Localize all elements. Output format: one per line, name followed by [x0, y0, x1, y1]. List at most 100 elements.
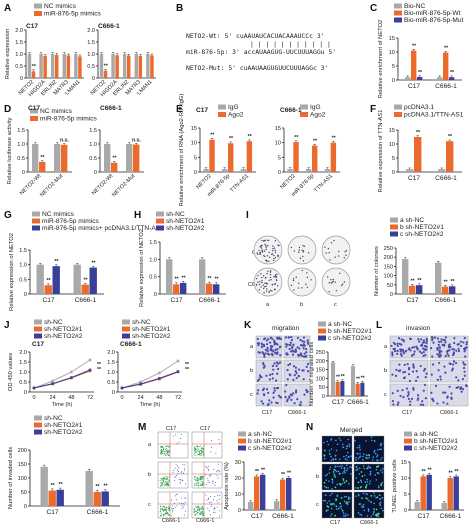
bar: [146, 54, 150, 78]
colony-dot: [328, 291, 330, 293]
cell-dot: [430, 391, 433, 394]
y-tick-label: 1.5: [89, 128, 97, 134]
significance-mark: **: [421, 469, 426, 475]
cell-dot: [304, 347, 308, 351]
colony-dot: [265, 246, 267, 248]
significance-mark: **: [412, 44, 417, 50]
legend-swatch: [390, 231, 398, 237]
cell-dot: [348, 483, 350, 485]
cell-dot: [288, 347, 291, 351]
bar: [324, 169, 331, 172]
positive-cell: [366, 467, 369, 470]
positive-cell: [347, 498, 350, 500]
cell-dot: [373, 508, 376, 511]
event-dot: [197, 508, 199, 510]
event-dot: [203, 512, 205, 514]
bar: [240, 169, 247, 172]
colony-dot: [257, 275, 259, 277]
cell-dot: [440, 340, 443, 343]
colony-dot: [261, 249, 263, 251]
cell-dot: [419, 403, 422, 406]
event-dot: [210, 506, 212, 508]
cell-dot: [368, 500, 370, 502]
cell-dot: [294, 348, 297, 351]
legend-entry: sh-NC: [44, 319, 63, 326]
event-dot: [160, 451, 162, 453]
legend-entry: b sh-NETO2#1: [248, 438, 292, 445]
event-dot: [217, 494, 219, 496]
event-dot: [164, 514, 166, 516]
cell-dot: [445, 350, 449, 353]
cell-label: C17: [196, 107, 208, 114]
bar: [134, 54, 138, 78]
event-dot: [166, 445, 168, 447]
panel-letter-e: E: [176, 104, 183, 115]
positive-cell: [332, 471, 335, 473]
cell-dot: [302, 378, 305, 381]
bar: [355, 383, 360, 396]
event-dot: [167, 513, 169, 515]
event-dot: [183, 504, 185, 506]
event-dot: [168, 479, 170, 481]
lane-label: b: [250, 368, 253, 374]
event-dot: [161, 515, 163, 517]
cell-dot: [437, 340, 441, 343]
y-tick-label: 10: [401, 476, 407, 482]
cell-dot: [362, 459, 364, 461]
event-dot: [162, 483, 164, 485]
cell-dot: [366, 515, 369, 517]
cell-dot: [438, 346, 442, 349]
event-dot: [219, 515, 221, 517]
cell-dot: [397, 401, 400, 404]
legend-swatch: [318, 328, 326, 334]
cell-dot: [348, 501, 350, 503]
cell-dot: [297, 354, 300, 357]
cell-dot: [272, 368, 275, 371]
event-dot: [215, 452, 217, 454]
event-dot: [202, 509, 204, 511]
bar: [150, 55, 154, 78]
cell-dot: [366, 498, 369, 500]
cell-dot: [412, 386, 415, 390]
cell-dot: [276, 348, 279, 351]
colony-dot: [333, 239, 335, 242]
colony-dot: [274, 282, 277, 285]
chart-title: C666-1: [120, 341, 142, 348]
legend-entry: Bio-miR-876-5p-Wt: [404, 10, 461, 17]
cell-dot: [260, 376, 263, 379]
legend-entry: sh-NETO2#2: [44, 429, 83, 436]
colony-dot: [265, 245, 267, 247]
significance-mark: **: [181, 275, 186, 281]
cell-dot: [396, 342, 399, 345]
cell-dot: [407, 391, 410, 394]
bar: [402, 259, 409, 294]
event-dot: [213, 499, 215, 501]
cell-dot: [412, 366, 415, 369]
cell-dot: [396, 352, 399, 355]
cell-dot: [341, 465, 343, 467]
event-dot: [166, 448, 168, 450]
event-dot: [164, 451, 166, 453]
colony-dot: [269, 276, 272, 279]
cell-dot: [405, 387, 409, 390]
cell-dot: [292, 378, 295, 381]
cell-dot: [453, 337, 456, 340]
cell-label: C17: [330, 520, 340, 526]
event-dot: [194, 510, 196, 512]
legend-entry: miR-876-5p mimics: [40, 116, 97, 123]
cell-dot: [376, 455, 378, 458]
cell-dot: [424, 348, 427, 352]
cell-dot: [328, 450, 331, 452]
event-dot: [194, 452, 196, 454]
colony-dot: [302, 250, 305, 252]
panel-letter-g: G: [4, 210, 12, 221]
event-dot: [194, 475, 196, 477]
cell-dot: [342, 479, 345, 482]
bar: [103, 70, 108, 78]
colony-dot: [257, 281, 259, 283]
cell-dot: [257, 342, 260, 345]
lane-label: a: [384, 344, 388, 350]
event-dot: [202, 512, 204, 514]
cell-dot: [292, 365, 296, 368]
cell-dot: [293, 374, 296, 377]
